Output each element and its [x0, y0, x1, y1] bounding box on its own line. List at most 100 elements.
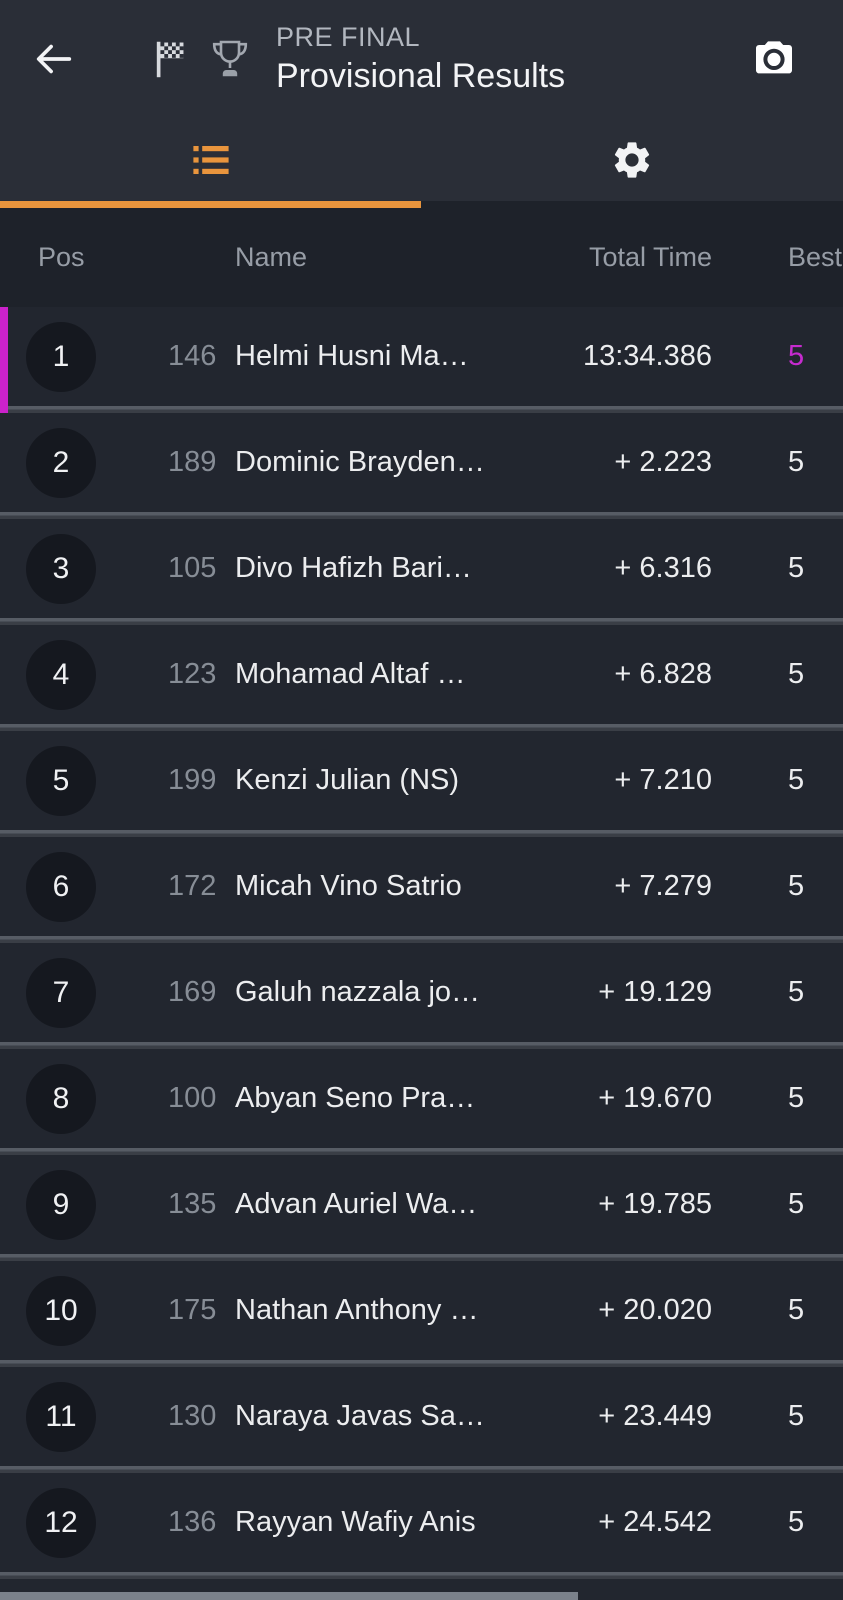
position-badge: 5 [26, 745, 96, 816]
camera-button[interactable] [745, 34, 803, 84]
best-value: 5 [788, 1506, 805, 1538]
pos-wrap: 5 [0, 745, 96, 816]
col-header-pos: Pos [38, 242, 85, 272]
best-value: 5 [788, 764, 805, 796]
result-row[interactable]: 6 172 Micah Vino Satrio + 7.279 5 [0, 837, 843, 936]
table-header: Pos Name Total Time Best [0, 208, 843, 307]
result-row-block: 1 146 Helmi Husni Ma… 13:34.386 5 [0, 307, 843, 413]
result-row[interactable]: 8 100 Abyan Seno Pra… + 19.670 5 [0, 1049, 843, 1148]
result-row[interactable]: 5 199 Kenzi Julian (NS) + 7.210 5 [0, 731, 843, 830]
result-row-block: 9 135 Advan Auriel Wa… + 19.785 5 [0, 1155, 843, 1261]
checkered-flag-icon [148, 34, 194, 84]
driver-name: Helmi Husni Ma… [235, 340, 469, 372]
row-divider [0, 1466, 843, 1473]
horizontal-scrollbar[interactable] [0, 1592, 578, 1600]
result-row[interactable]: 4 123 Mohamad Altaf … + 6.828 5 [0, 625, 843, 724]
total-time: + 19.785 [598, 1188, 712, 1220]
result-row[interactable]: 12 136 Rayyan Wafiy Anis + 24.542 5 [0, 1473, 843, 1572]
car-number: 130 [168, 1400, 217, 1432]
car-number: 123 [168, 658, 217, 690]
row-divider [0, 1360, 843, 1367]
pos-wrap: 6 [0, 851, 96, 922]
driver-name: Kenzi Julian (NS) [235, 764, 460, 796]
row-divider [0, 936, 843, 943]
best-value: 5 [788, 870, 805, 902]
tab-indicator-track [0, 201, 843, 208]
driver-name: Nathan Anthony … [235, 1294, 479, 1326]
col-header-best: Best [788, 242, 843, 272]
position-badge: 8 [26, 1063, 96, 1134]
back-arrow-icon [36, 44, 72, 74]
result-row[interactable]: 10 175 Nathan Anthony … + 20.020 5 [0, 1261, 843, 1360]
car-number: 135 [168, 1188, 217, 1220]
active-tab-indicator [0, 201, 421, 208]
driver-name: Dominic Brayden… [235, 446, 485, 478]
tab-results[interactable] [0, 118, 422, 201]
pos-wrap: 12 [0, 1487, 96, 1558]
result-row-block: 3 105 Divo Hafizh Bari… + 6.316 5 [0, 519, 843, 625]
driver-name: Galuh nazzala jo… [235, 976, 481, 1008]
pos-wrap: 3 [0, 533, 96, 604]
driver-name: Micah Vino Satrio [235, 870, 462, 902]
list-icon [193, 145, 229, 174]
row-divider [0, 406, 843, 413]
result-row-block: 8 100 Abyan Seno Pra… + 19.670 5 [0, 1049, 843, 1155]
result-row[interactable]: 9 135 Advan Auriel Wa… + 19.785 5 [0, 1155, 843, 1254]
position-badge: 7 [26, 957, 96, 1028]
pos-wrap: 4 [0, 639, 96, 710]
car-number: 175 [168, 1294, 217, 1326]
results-list: 1 146 Helmi Husni Ma… 13:34.386 5 2 189 … [0, 307, 843, 1579]
total-time: + 23.449 [598, 1400, 712, 1432]
driver-name: Advan Auriel Wa… [235, 1188, 478, 1220]
result-row[interactable]: 2 189 Dominic Brayden… + 2.223 5 [0, 413, 843, 512]
col-header-name: Name [235, 242, 308, 272]
total-time: + 6.316 [614, 552, 712, 584]
row-divider [0, 724, 843, 731]
car-number: 105 [168, 552, 217, 584]
result-row-block: 4 123 Mohamad Altaf … + 6.828 5 [0, 625, 843, 731]
car-number: 199 [168, 764, 217, 796]
row-divider [0, 512, 843, 519]
car-number: 189 [168, 446, 217, 478]
total-time: + 2.223 [614, 446, 712, 478]
result-row[interactable]: 3 105 Divo Hafizh Bari… + 6.316 5 [0, 519, 843, 618]
total-time: + 7.210 [614, 764, 712, 796]
result-row-block: 10 175 Nathan Anthony … + 20.020 5 [0, 1261, 843, 1367]
position-badge: 6 [26, 851, 96, 922]
total-time: + 6.828 [614, 658, 712, 690]
best-value: 5 [788, 1188, 805, 1220]
driver-name: Rayyan Wafiy Anis [235, 1506, 476, 1538]
best-value: 5 [788, 340, 805, 372]
best-value: 5 [788, 1400, 805, 1432]
pos-wrap: 2 [0, 427, 96, 498]
camera-icon [756, 41, 792, 74]
back-button[interactable] [28, 33, 80, 85]
best-value: 5 [788, 552, 805, 584]
total-time: + 7.279 [614, 870, 712, 902]
pos-wrap: 9 [0, 1169, 96, 1240]
position-badge: 1 [26, 321, 96, 392]
pos-wrap: 1 [0, 321, 96, 392]
row-divider [0, 1254, 843, 1261]
pre-title: PRE FINAL [276, 21, 421, 52]
car-number: 172 [168, 870, 217, 902]
result-row[interactable]: 1 146 Helmi Husni Ma… 13:34.386 5 [0, 307, 843, 406]
result-row-block: 7 169 Galuh nazzala jo… + 19.129 5 [0, 943, 843, 1049]
tab-bar [0, 118, 843, 201]
row-divider [0, 618, 843, 625]
row-divider [0, 830, 843, 837]
result-row-block: 11 130 Naraya Javas Sa… + 23.449 5 [0, 1367, 843, 1473]
result-row-block: 12 136 Rayyan Wafiy Anis + 24.542 5 [0, 1473, 843, 1579]
result-row[interactable]: 11 130 Naraya Javas Sa… + 23.449 5 [0, 1367, 843, 1466]
position-badge: 3 [26, 533, 96, 604]
pos-wrap: 8 [0, 1063, 96, 1134]
pos-wrap: 11 [0, 1381, 96, 1452]
driver-name: Abyan Seno Pra… [235, 1082, 476, 1114]
tab-settings[interactable] [422, 118, 843, 201]
result-row[interactable]: 7 169 Galuh nazzala jo… + 19.129 5 [0, 943, 843, 1042]
position-badge: 2 [26, 427, 96, 498]
position-badge: 4 [26, 639, 96, 710]
row-divider [0, 1042, 843, 1049]
pos-wrap: 7 [0, 957, 96, 1028]
total-time: + 19.670 [598, 1082, 712, 1114]
